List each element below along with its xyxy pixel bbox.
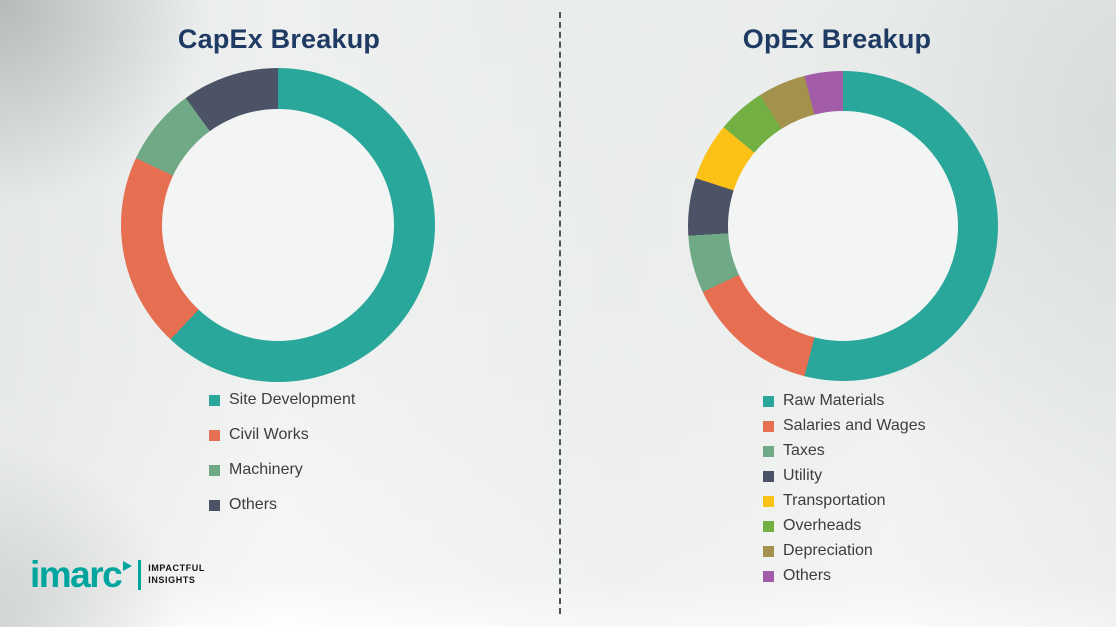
legend-swatch bbox=[209, 464, 220, 476]
legend-swatch bbox=[763, 495, 774, 507]
legend-item: Machinery bbox=[209, 461, 355, 479]
logo-tagline-line1: IMPACTFUL bbox=[148, 562, 205, 573]
legend-swatch bbox=[763, 545, 774, 557]
legend-item: Salaries and Wages bbox=[763, 417, 926, 435]
capex-donut-chart bbox=[121, 68, 435, 382]
legend-label: Taxes bbox=[783, 442, 825, 459]
legend-item: Utility bbox=[763, 467, 926, 485]
logo-brand-text: imarc bbox=[30, 554, 123, 595]
legend-label: Others bbox=[783, 567, 832, 584]
legend-label: Salaries and Wages bbox=[783, 417, 926, 434]
logo-flag-icon bbox=[123, 560, 133, 571]
legend-swatch bbox=[763, 420, 774, 432]
capex-legend: Site Development Civil Works Machinery Othe… bbox=[209, 391, 355, 514]
opex-legend: Raw Materials Salaries and Wages Taxes Util… bbox=[763, 392, 926, 585]
legend-item: Civil Works bbox=[209, 426, 355, 444]
legend-label: Transportation bbox=[783, 492, 886, 509]
legend-swatch bbox=[763, 395, 774, 407]
legend-label: Civil Works bbox=[229, 426, 309, 443]
legend-swatch bbox=[763, 445, 774, 457]
legend-label: Depreciation bbox=[783, 542, 873, 559]
legend-swatch bbox=[763, 570, 774, 582]
legend-label: Raw Materials bbox=[783, 392, 885, 409]
legend-item: Taxes bbox=[763, 442, 926, 460]
logo-tagline: IMPACTFUL INSIGHTS bbox=[148, 562, 205, 586]
opex-donut-hole bbox=[728, 111, 958, 341]
vertical-dashed-divider bbox=[559, 12, 561, 614]
legend-swatch bbox=[209, 499, 220, 511]
legend-swatch bbox=[763, 470, 774, 482]
capex-chart-title: CapEx Breakup bbox=[177, 24, 381, 54]
legend-swatch bbox=[763, 520, 774, 532]
opex-chart-title: OpEx Breakup bbox=[742, 24, 932, 54]
legend-label: Machinery bbox=[229, 461, 303, 478]
legend-item: Raw Materials bbox=[763, 392, 926, 410]
legend-swatch bbox=[209, 429, 220, 441]
legend-item: Others bbox=[209, 496, 355, 514]
legend-label: Utility bbox=[783, 467, 823, 484]
logo-separator-bar bbox=[138, 559, 142, 590]
imarc-logo: imarc IMPACTFUL INSIGHTS bbox=[30, 556, 205, 593]
legend-item: Site Development bbox=[209, 391, 355, 409]
legend-item: Depreciation bbox=[763, 542, 926, 560]
legend-item: Overheads bbox=[763, 517, 926, 535]
legend-item: Transportation bbox=[763, 492, 926, 510]
legend-label: Site Development bbox=[229, 391, 356, 408]
legend-label: Others bbox=[229, 496, 278, 513]
capex-panel: CapEx Breakup Site Development Civil Work… bbox=[121, 24, 435, 514]
opex-panel: OpEx Breakup Raw Materials Salaries and W… bbox=[558, 0, 1116, 627]
opex-donut-chart bbox=[688, 71, 998, 381]
logo-tagline-line2: INSIGHTS bbox=[148, 574, 196, 585]
legend-item: Others bbox=[763, 567, 926, 585]
legend-swatch bbox=[209, 394, 220, 406]
capex-donut-hole bbox=[162, 109, 394, 341]
legend-label: Overheads bbox=[783, 517, 862, 534]
